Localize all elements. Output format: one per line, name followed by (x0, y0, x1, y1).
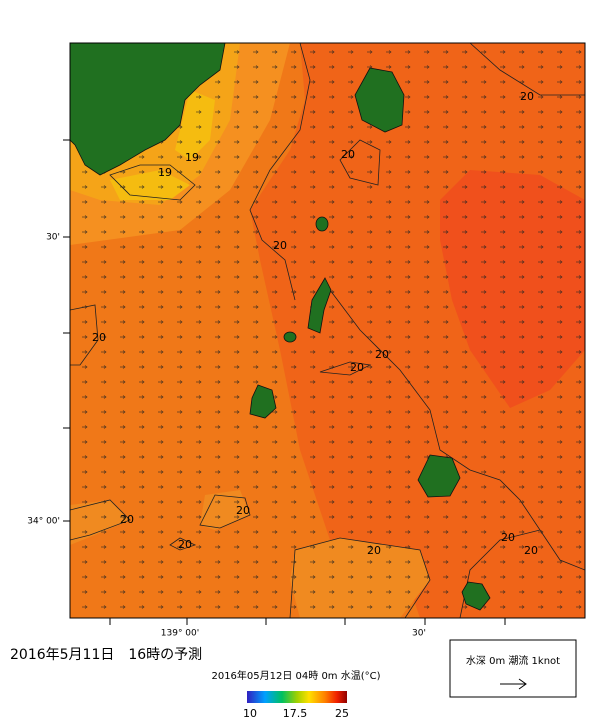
contours (70, 43, 585, 618)
legend-box (449, 639, 577, 698)
legend-arrow (500, 678, 527, 690)
map-area (70, 43, 585, 618)
contour-label: 20 (520, 90, 534, 103)
map-frame (69, 42, 586, 619)
colorbar-tick-label: 17.5 (283, 707, 308, 720)
frame-ticks (63, 139, 506, 625)
contour-label: 19 (185, 151, 199, 164)
lon-label: 139° 00' (161, 629, 199, 639)
lon-label: 30' (412, 629, 426, 639)
contour-label: 20 (501, 531, 515, 544)
contour-label: 20 (375, 348, 389, 361)
contour-label: 20 (367, 544, 381, 557)
colorbar (247, 691, 347, 703)
contour-label: 20 (273, 239, 287, 252)
contour-label: 20 (236, 504, 250, 517)
lat-label: 30' (46, 233, 60, 243)
land (70, 43, 491, 611)
contour-label: 20 (341, 148, 355, 161)
legend-text: 水深 0m 潮流 1knot (466, 654, 560, 667)
colorbar-tick-label: 10 (243, 707, 257, 720)
lat-label: 34° 00' (27, 517, 60, 527)
contour-label: 20 (120, 513, 134, 526)
subtitle: 2016年05月12日 04時 0m 水温(°C) (211, 669, 380, 682)
title: 2016年5月11日 16時の予測 (10, 647, 202, 663)
contour-label: 20 (92, 331, 106, 344)
contour-label: 19 (158, 166, 172, 179)
contour-label: 20 (350, 361, 364, 374)
contour-label: 20 (524, 544, 538, 557)
colorbar-tick-label: 25 (335, 707, 349, 720)
contour-label: 20 (178, 538, 192, 551)
